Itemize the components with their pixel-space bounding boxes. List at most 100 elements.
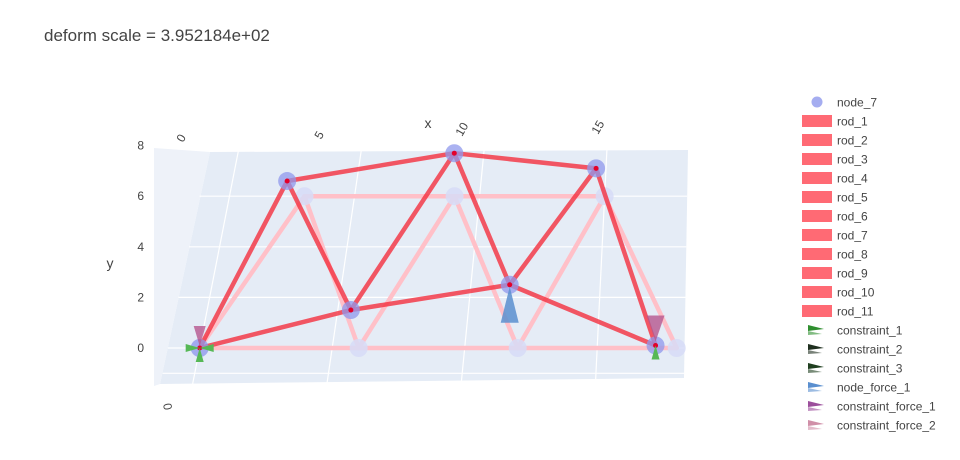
x-tick-label: 10 (452, 120, 471, 139)
legend-marker (811, 96, 823, 108)
legend-item[interactable]: node_force_1 (808, 381, 911, 395)
legend-label: constraint_3 (837, 362, 903, 376)
legend-label: rod_6 (837, 210, 868, 224)
deformed-rod (284, 178, 354, 313)
legend-item[interactable]: rod_10 (802, 286, 875, 300)
legend-label: node_7 (837, 96, 877, 110)
deformed-rod (452, 150, 512, 287)
constraint-cone (185, 344, 200, 352)
legend[interactable]: node_7 rod_1 rod_2 rod_3 rod_4 rod_5 rod_6 rod_… (802, 96, 936, 433)
legend-item[interactable]: rod_2 (802, 134, 868, 148)
legend-item[interactable]: rod_6 (802, 210, 868, 224)
original-rod (602, 193, 679, 351)
legend-item[interactable]: rod_4 (802, 172, 868, 186)
original-node (667, 339, 686, 357)
original-node (349, 339, 368, 357)
legend-cone-icon (808, 350, 822, 354)
legend-item[interactable]: rod_3 (802, 153, 868, 167)
y-tick-label: 0 (137, 341, 144, 355)
plot-side-strip (154, 148, 210, 386)
z-tick-label: 0 (160, 402, 175, 411)
legend-swatch (802, 172, 832, 184)
y-tick-label: 8 (137, 139, 144, 153)
original-rod (197, 193, 307, 351)
legend-swatch (802, 153, 832, 165)
y-tick-label: 2 (137, 290, 144, 304)
legend-label: rod_7 (837, 229, 868, 243)
legend-label: rod_11 (837, 305, 874, 319)
deformed-rod (348, 150, 457, 313)
x-tick-label: 5 (311, 128, 327, 141)
legend-cone-icon (808, 325, 824, 331)
legend-label: node_force_1 (837, 381, 911, 395)
node-center (451, 150, 457, 156)
constraint-cone (651, 345, 660, 360)
legend-swatch (802, 134, 832, 146)
legend-label: constraint_force_1 (837, 400, 936, 414)
deformed-structure (190, 144, 665, 357)
legend-item[interactable]: rod_1 (802, 115, 868, 129)
supports (185, 286, 665, 362)
y-tick-label: 6 (137, 189, 144, 203)
legend-cone-icon (808, 388, 822, 392)
legend-cone-icon (808, 426, 822, 430)
legend-label: rod_8 (837, 248, 868, 262)
x-tick-label: 0 (173, 131, 189, 144)
constraint-force-cone (646, 315, 665, 342)
x-axis-label: x (425, 115, 432, 131)
legend-item[interactable]: constraint_2 (808, 343, 903, 357)
legend-item[interactable]: constraint_force_2 (808, 419, 936, 433)
legend-swatch (802, 286, 832, 298)
deformed-rod (507, 166, 599, 287)
legend-item[interactable]: rod_11 (802, 305, 874, 319)
legend-swatch (802, 267, 832, 279)
constraint-cone (195, 348, 204, 362)
legend-item[interactable]: rod_8 (802, 248, 868, 262)
y-axis-label: y (107, 255, 114, 271)
original-node (445, 187, 464, 206)
legend-label: rod_2 (837, 134, 868, 148)
legend-item[interactable]: constraint_force_1 (808, 400, 936, 414)
plot-plane (154, 148, 688, 386)
legend-cone-icon (808, 382, 824, 388)
legend-item[interactable]: rod_5 (802, 191, 868, 205)
legend-cone-icon (808, 363, 824, 369)
legend-swatch (802, 248, 832, 260)
node-center (507, 282, 513, 288)
legend-label: constraint_2 (837, 343, 903, 357)
legend-cone-icon (808, 344, 824, 350)
deformed-rod (593, 166, 658, 348)
deformed-rod (197, 307, 354, 351)
node-force-cone (500, 286, 519, 323)
deformed-rod (348, 282, 512, 313)
legend-swatch (802, 115, 832, 127)
legend-label: rod_10 (837, 286, 875, 300)
y-tick-label: 4 (137, 240, 144, 254)
legend-cone-icon (808, 401, 824, 407)
legend-swatch (802, 229, 832, 241)
legend-item[interactable]: rod_9 (802, 267, 868, 281)
legend-item[interactable]: constraint_3 (808, 362, 903, 376)
chart-title: deform scale = 3.952184e+02 (44, 26, 270, 45)
deformed-rod (507, 282, 658, 348)
legend-swatch (802, 305, 832, 317)
legend-label: rod_3 (837, 153, 868, 167)
legend-label: constraint_1 (837, 324, 903, 338)
legend-swatch (802, 191, 832, 203)
original-rod (356, 193, 457, 351)
deformed-rod (197, 178, 290, 351)
legend-label: rod_4 (837, 172, 868, 186)
legend-cone-icon (808, 407, 822, 411)
legend-cone-icon (808, 331, 822, 335)
legend-label: constraint_force_2 (837, 419, 936, 433)
original-rod (515, 193, 607, 351)
node-center (284, 178, 290, 184)
legend-item[interactable]: node_7 (811, 96, 878, 110)
legend-swatch (802, 210, 832, 222)
legend-cone-icon (808, 369, 822, 373)
legend-item[interactable]: constraint_1 (808, 324, 903, 338)
legend-item[interactable]: rod_7 (802, 229, 868, 243)
x-tick-label: 15 (588, 118, 607, 137)
